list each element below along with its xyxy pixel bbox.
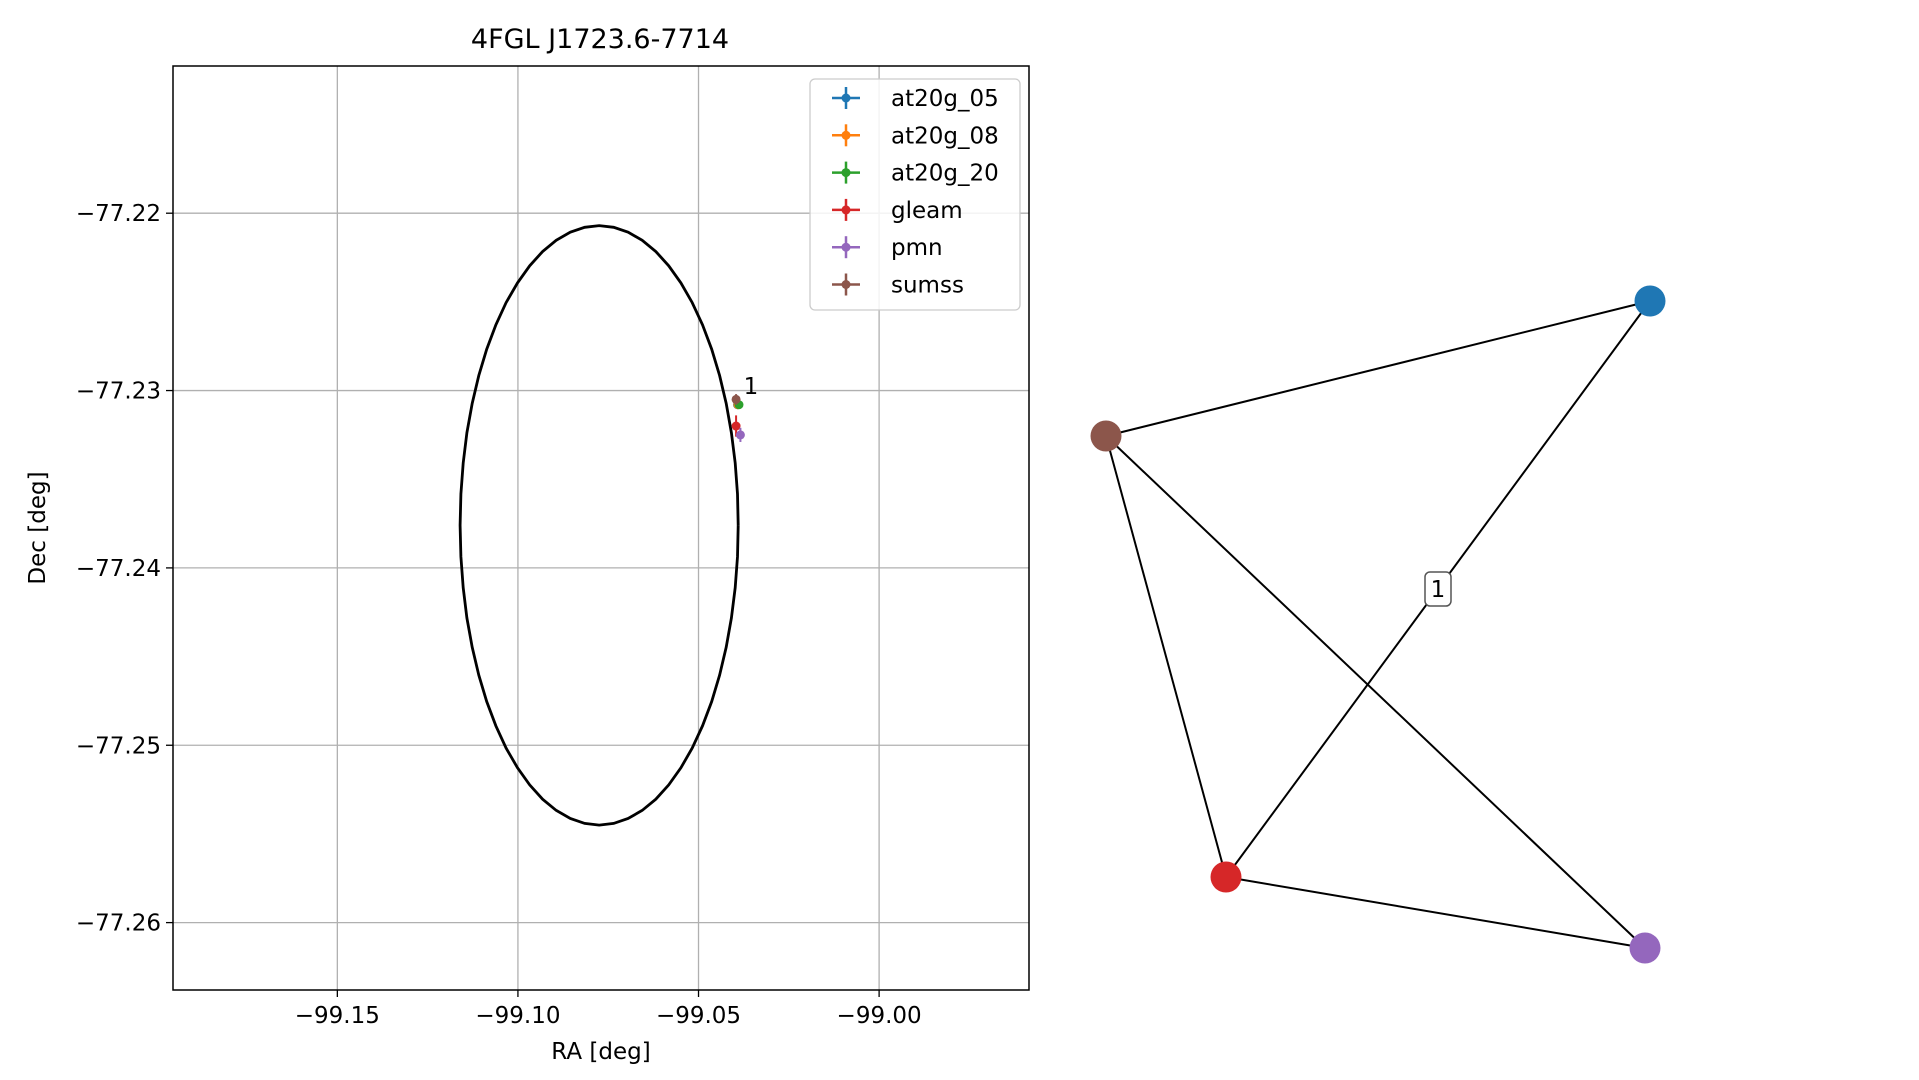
legend-marker-dot xyxy=(841,242,851,252)
point-sumss xyxy=(731,394,741,404)
network-graph: 1 xyxy=(1090,285,1666,964)
edge-label: 1 xyxy=(1431,577,1446,603)
plot-frame xyxy=(172,65,1030,991)
y-tick-label: −77.25 xyxy=(76,733,161,759)
legend-marker-dot xyxy=(841,130,851,140)
legend-label: at20g_20 xyxy=(891,161,999,187)
legend-label: at20g_08 xyxy=(891,123,999,149)
y-tick-label: −77.23 xyxy=(76,379,161,405)
graph-node-at20g xyxy=(1634,285,1666,317)
annotations: 1 xyxy=(744,374,759,400)
legend-marker-dot xyxy=(841,280,851,289)
graph-node-sumss xyxy=(1090,420,1122,452)
x-axis-label: RA [deg] xyxy=(551,1039,650,1065)
edge-label-box xyxy=(1424,571,1452,607)
legend-label: gleam xyxy=(891,198,963,224)
graph-nodes xyxy=(1090,285,1666,964)
y-axis-ticks: −77.22 −77.23 −77.24 −77.25 −77.26 xyxy=(76,201,173,937)
legend-box xyxy=(809,78,1021,311)
y-tick-label: −77.26 xyxy=(76,911,161,937)
point-pmn xyxy=(735,430,745,440)
point-gleam xyxy=(731,421,741,431)
x-tick-label: −99.15 xyxy=(295,1003,380,1029)
legend-marker-dot xyxy=(841,205,851,215)
x-tick-label: −99.10 xyxy=(475,1003,560,1029)
graph-edge xyxy=(1105,435,1646,949)
graph-edge xyxy=(1105,300,1651,437)
graph-edge-labels: 1 xyxy=(1424,571,1452,607)
x-tick-label: −99.05 xyxy=(656,1003,741,1029)
legend-label: pmn xyxy=(891,235,943,261)
graph-node-pmn xyxy=(1629,932,1661,964)
localization-circle xyxy=(458,224,740,827)
legend-label: at20g_05 xyxy=(891,86,999,112)
chart-title: 4FGL J1723.6-7714 xyxy=(471,24,729,55)
y-tick-label: −77.22 xyxy=(76,201,161,227)
graph-edges xyxy=(1105,300,1651,949)
data-points xyxy=(731,394,745,442)
y-tick-label: −77.24 xyxy=(76,556,161,582)
point-annotation: 1 xyxy=(744,374,759,400)
legend-label: sumss xyxy=(891,273,964,299)
sky-plot: 4FGL J1723.6-7714 1 −99.15 −99.10 −99.05 −9… xyxy=(25,24,1030,1065)
y-axis-label: Dec [deg] xyxy=(25,471,51,584)
x-tick-label: −99.00 xyxy=(837,1003,922,1029)
legend-marker-dot xyxy=(841,168,851,178)
x-axis-ticks: −99.15 −99.10 −99.05 −99.00 xyxy=(295,990,922,1029)
graph-node-gleam xyxy=(1210,861,1242,893)
graph-edge xyxy=(1105,435,1227,878)
localization-ellipse xyxy=(458,224,740,827)
legend-marker-dot xyxy=(841,93,851,103)
graph-edge xyxy=(1225,876,1646,949)
